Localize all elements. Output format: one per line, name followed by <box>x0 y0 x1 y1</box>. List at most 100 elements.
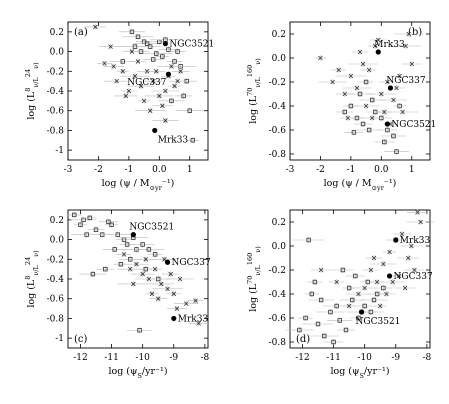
y-tick-label: 0.2 <box>272 30 286 40</box>
data-point-cross <box>193 298 198 303</box>
x-tick-label: 0.0 <box>152 165 167 175</box>
data-point-cross <box>346 303 352 309</box>
data-point-cross <box>163 118 168 123</box>
data-point-cross <box>126 88 132 94</box>
data-point-cross <box>357 49 363 55</box>
data-point-cross <box>415 210 420 215</box>
data-point-cross <box>406 31 411 37</box>
data-point-square <box>135 34 141 39</box>
x-tick-label: 1 <box>409 165 415 175</box>
y-tick-label: -0.2 <box>47 255 64 265</box>
data-point-square <box>103 266 108 272</box>
data-point-cross <box>336 67 341 73</box>
data-point-cross <box>405 255 411 261</box>
data-point-square <box>309 291 314 297</box>
data-point-square <box>362 303 367 309</box>
data-point-square <box>381 285 386 291</box>
data-point-cross <box>397 73 402 79</box>
x-axis-label: log (ψS/yr⁻¹) <box>330 366 389 380</box>
x-tick-label: -2 <box>94 165 103 175</box>
data-point-square <box>106 219 111 225</box>
data-point-cross <box>369 115 375 121</box>
data-point-square <box>397 103 402 109</box>
data-point-cross <box>134 261 139 267</box>
data-point-square <box>346 285 352 291</box>
x-tick-label: 1 <box>187 165 193 175</box>
x-axis-label: log (ψ / M⊙yr⁻¹) <box>324 178 397 192</box>
data-point-cross <box>152 266 158 272</box>
data-point-square <box>87 215 92 221</box>
x-tick-label: -12 <box>295 353 310 363</box>
panel-tag: (c) <box>74 334 88 345</box>
data-point-cross <box>153 69 159 74</box>
data-point-square <box>369 97 375 103</box>
y-tick-label: 0.2 <box>50 28 64 38</box>
data-point-cross <box>363 103 369 109</box>
data-point-square <box>303 315 308 321</box>
data-point-square <box>140 242 145 247</box>
galaxy-label: NGC337 <box>386 76 425 86</box>
data-point-square <box>152 252 158 257</box>
data-point-cross <box>138 83 144 89</box>
named-galaxy-point <box>165 71 172 77</box>
y-axis-label: log (L8ν/L24ν) <box>24 250 40 308</box>
data-point-cross <box>168 271 173 277</box>
data-point-square <box>328 309 333 315</box>
named-galaxy-point <box>152 127 158 134</box>
data-point-cross <box>93 24 98 30</box>
named-galaxy-point <box>384 121 390 127</box>
data-point-cross <box>391 97 396 103</box>
data-point-cross <box>366 67 372 73</box>
data-point-cross <box>394 85 399 91</box>
y-tick-label: -0.4 <box>47 87 65 97</box>
named-galaxy-point <box>393 237 399 243</box>
data-point-cross <box>171 291 177 297</box>
data-point-cross <box>102 61 107 66</box>
data-point-square <box>160 54 165 59</box>
data-point-cross <box>160 103 165 109</box>
data-point-square <box>350 297 355 303</box>
data-point-square <box>315 321 321 327</box>
data-point-square <box>394 149 399 154</box>
data-point-square <box>84 232 89 237</box>
data-point-square <box>331 339 336 345</box>
data-point-cross <box>372 43 378 49</box>
data-point-cross <box>409 61 415 67</box>
x-tick-label: -8 <box>422 353 431 363</box>
data-point-cross <box>362 285 367 291</box>
data-point-cross <box>172 83 177 89</box>
data-point-cross <box>135 59 141 64</box>
data-point-square <box>72 212 77 218</box>
data-point-cross <box>108 44 113 49</box>
data-point-cross <box>412 267 417 273</box>
data-point-cross <box>387 249 392 255</box>
data-point-square <box>385 127 390 133</box>
data-point-cross <box>150 78 156 84</box>
y-tick-label: -0.8 <box>47 126 65 136</box>
y-tick-label: -0.8 <box>47 314 65 324</box>
galaxy-label: NGC3521 <box>391 120 436 130</box>
x-tick-label: -10 <box>135 353 150 363</box>
y-tick-label: -0.2 <box>269 78 286 88</box>
data-point-square <box>132 44 138 49</box>
x-tick-label: 0.0 <box>374 165 389 175</box>
named-galaxy-point <box>164 259 171 265</box>
panel-tag: (a) <box>74 27 88 38</box>
data-point-square <box>112 247 117 252</box>
data-point-cross <box>375 37 381 43</box>
data-point-cross <box>129 49 135 54</box>
named-galaxy-point <box>171 315 177 322</box>
data-point-square <box>115 232 120 237</box>
data-point-cross <box>183 301 189 306</box>
y-tick-label: 0.0 <box>272 242 287 252</box>
data-point-cross <box>348 73 354 79</box>
data-point-square <box>365 279 370 285</box>
data-point-cross <box>149 291 155 297</box>
data-point-cross <box>368 267 374 273</box>
data-point-square <box>334 303 339 309</box>
data-point-cross <box>418 219 423 225</box>
data-point-cross <box>382 109 387 115</box>
data-point-cross <box>409 243 414 249</box>
data-point-square <box>312 279 318 285</box>
galaxy-label: Mrk33 <box>400 236 431 246</box>
